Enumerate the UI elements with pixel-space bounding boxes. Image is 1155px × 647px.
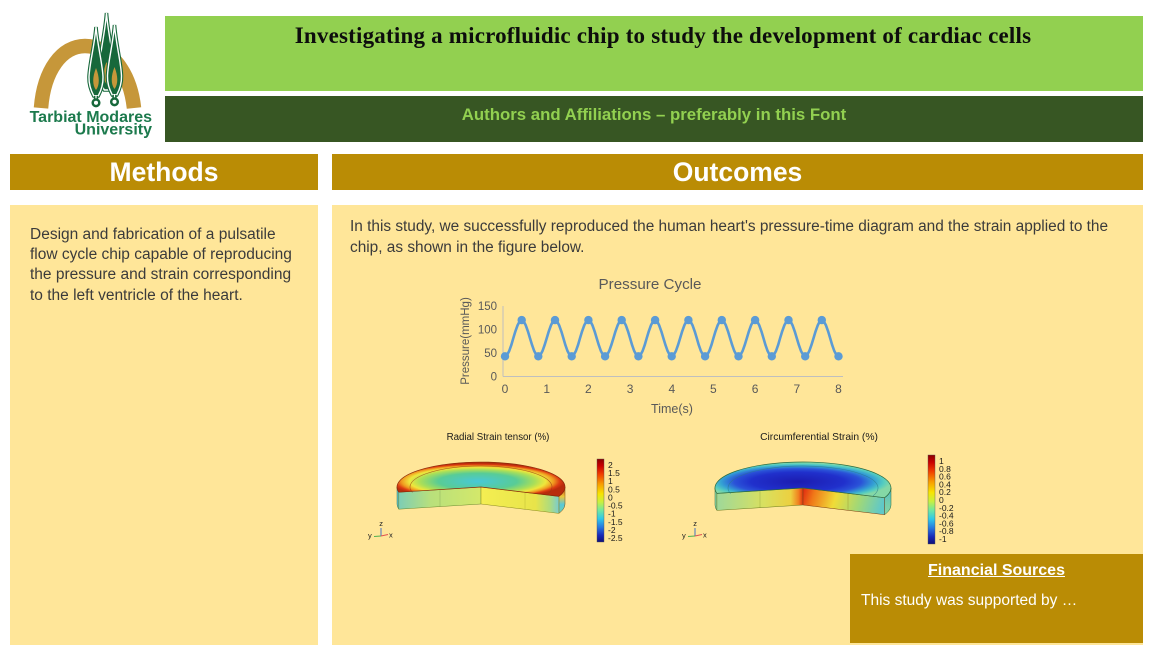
svg-text:y: y — [682, 531, 686, 540]
svg-text:150: 150 — [478, 301, 497, 313]
svg-text:Pressure Cycle: Pressure Cycle — [599, 276, 702, 293]
svg-text:0.5: 0.5 — [608, 484, 620, 494]
svg-text:6: 6 — [752, 382, 759, 396]
svg-text:0: 0 — [608, 492, 613, 502]
svg-text:0.8: 0.8 — [939, 464, 951, 474]
svg-text:-1.5: -1.5 — [608, 517, 623, 527]
svg-text:0.4: 0.4 — [939, 479, 951, 489]
svg-text:1.5: 1.5 — [608, 468, 620, 478]
svg-text:-2: -2 — [608, 525, 616, 535]
svg-text:100: 100 — [478, 325, 497, 337]
svg-text:Circumferential Strain (%): Circumferential Strain (%) — [760, 432, 878, 443]
svg-text:7: 7 — [793, 382, 800, 396]
svg-text:-0.6: -0.6 — [939, 518, 954, 528]
svg-text:8: 8 — [835, 382, 842, 396]
svg-text:3: 3 — [627, 382, 634, 396]
svg-text:Tarbiat Modares: Tarbiat Modares — [30, 109, 153, 126]
svg-text:50: 50 — [484, 348, 497, 360]
svg-text:1: 1 — [939, 456, 944, 466]
svg-text:0.6: 0.6 — [939, 472, 951, 482]
svg-text:y: y — [368, 531, 372, 540]
svg-text:-0.8: -0.8 — [939, 526, 954, 536]
svg-text:-0.4: -0.4 — [939, 511, 954, 521]
svg-text:2: 2 — [585, 382, 592, 396]
svg-text:-0.2: -0.2 — [939, 503, 954, 513]
svg-text:5: 5 — [710, 382, 717, 396]
svg-text:1: 1 — [543, 382, 550, 396]
svg-text:1: 1 — [608, 476, 613, 486]
svg-text:0: 0 — [939, 495, 944, 505]
svg-text:x: x — [703, 531, 707, 540]
svg-text:-0.5: -0.5 — [608, 501, 623, 511]
svg-text:4: 4 — [668, 382, 675, 396]
svg-text:z: z — [379, 519, 383, 528]
svg-text:0.2: 0.2 — [939, 487, 951, 497]
svg-text:x: x — [389, 531, 393, 540]
svg-text:-1: -1 — [939, 534, 947, 544]
svg-text:z: z — [693, 519, 697, 528]
svg-text:2: 2 — [608, 460, 613, 470]
svg-text:Time(s): Time(s) — [651, 402, 693, 416]
svg-text:Radial Strain tensor (%): Radial Strain tensor (%) — [447, 432, 550, 443]
svg-text:-2.5: -2.5 — [608, 533, 623, 543]
svg-text:0: 0 — [491, 372, 497, 384]
svg-text:Pressure(mmHg): Pressure(mmHg) — [460, 297, 472, 385]
svg-text:-1: -1 — [608, 509, 616, 519]
svg-text:0: 0 — [502, 382, 509, 396]
svg-text:University: University — [75, 122, 152, 139]
